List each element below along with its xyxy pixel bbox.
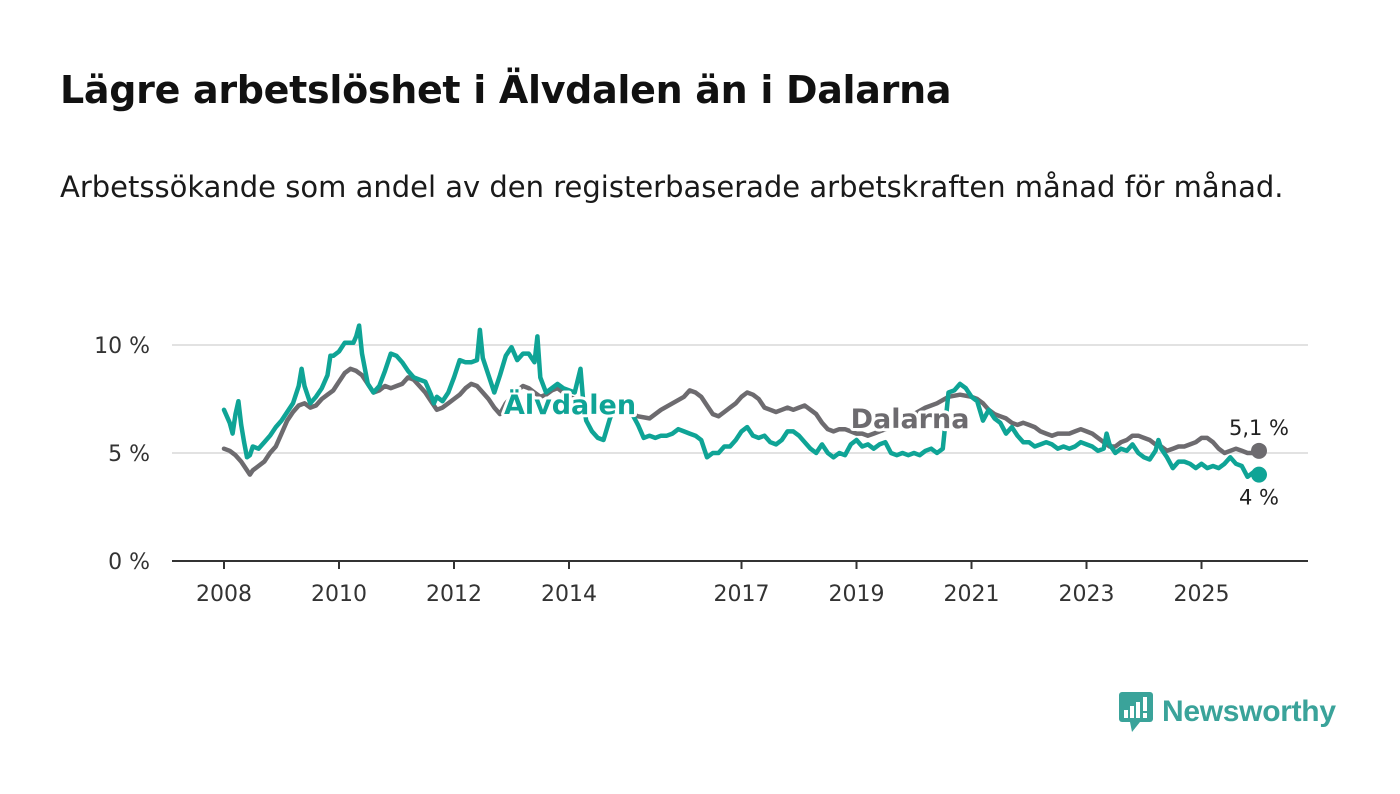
y-tick-label: 0 %	[108, 550, 150, 575]
y-tick-label: 10 %	[94, 334, 150, 359]
brand-name: Newsworthy	[1162, 695, 1336, 728]
x-tick-label: 2008	[196, 582, 252, 607]
x-tick-label: 2019	[829, 582, 885, 607]
series-name-label: Älvdalen	[504, 389, 636, 421]
series-endpoint	[1251, 442, 1267, 459]
series-line-alvdalen	[221, 323, 1262, 480]
x-tick-label: 2023	[1059, 582, 1115, 607]
x-tick-label: 2021	[944, 582, 1000, 607]
x-tick-label: 2025	[1174, 582, 1230, 607]
series-end-label: 4 %	[1239, 486, 1279, 510]
x-axis-ticks: 2008 2010 2012 2014 2017 2019 2021 2023 2025	[196, 561, 1230, 607]
series-end-label: 5,1 %	[1229, 416, 1289, 440]
x-tick-label: 2012	[426, 582, 482, 607]
newsworthy-icon	[1119, 692, 1153, 732]
series-lines	[221, 323, 1267, 483]
newsworthy-logo: Newsworthy	[1118, 690, 1336, 734]
series-endpoint	[1251, 466, 1267, 483]
chart-title: Lägre arbetslöshet i Älvdalen än i Dalar…	[60, 68, 952, 112]
series-labels: 5,1 % 4 % Dalarna Älvdalen	[501, 386, 1291, 512]
x-tick-label: 2017	[714, 582, 770, 607]
x-tick-label: 2010	[311, 582, 367, 607]
y-axis-ticks: 0 % 5 % 10 %	[94, 334, 150, 575]
chart-subtitle: Arbetssökande som andel av den registerb…	[60, 170, 1284, 204]
y-tick-label: 5 %	[108, 442, 150, 467]
x-tick-label: 2014	[541, 582, 597, 607]
series-name-label: Dalarna	[851, 404, 970, 435]
